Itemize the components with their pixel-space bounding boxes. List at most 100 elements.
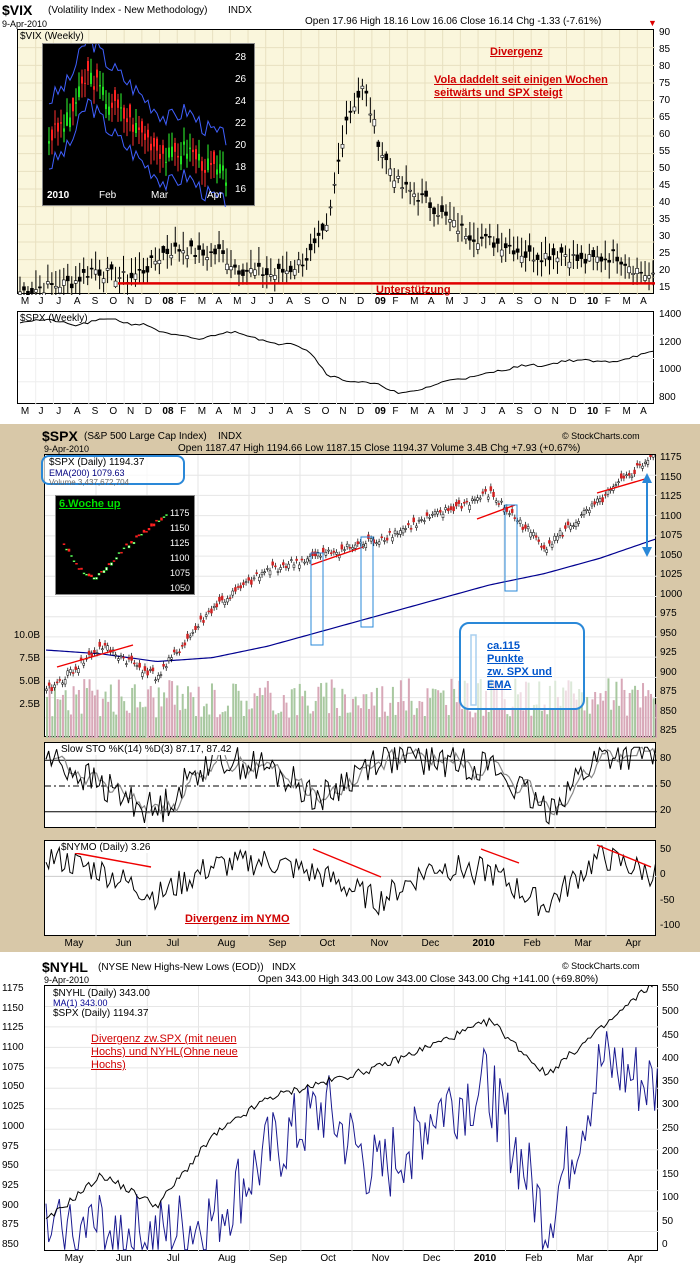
vix-candle bbox=[507, 244, 512, 247]
vix-candle bbox=[77, 276, 82, 282]
vix-inset-candle bbox=[87, 61, 89, 71]
spx-inset-candle bbox=[150, 523, 153, 527]
volume-bar bbox=[378, 717, 381, 738]
volume-bar bbox=[445, 704, 448, 738]
vix-inset-candle bbox=[219, 164, 221, 174]
spx-inset-candle bbox=[95, 577, 98, 580]
volume-bar bbox=[248, 709, 251, 738]
spx-candle bbox=[178, 651, 181, 653]
spx-candle bbox=[375, 542, 378, 544]
spx-x-tick: Oct bbox=[319, 938, 336, 949]
volume-bar bbox=[274, 714, 277, 738]
volume-tick: 5.0B bbox=[19, 676, 40, 687]
volume-bar bbox=[532, 704, 535, 738]
nyhl-spx-line bbox=[45, 986, 653, 1219]
volume-bar bbox=[620, 678, 623, 738]
vix-candle bbox=[300, 264, 305, 267]
nyhl-left-axis: 1175 1150 1125 1100 1075 1050 1025 1000 975 950 92… bbox=[0, 983, 42, 1251]
vix-candle bbox=[137, 269, 142, 271]
spx-inset-candle bbox=[132, 542, 136, 545]
spx-candle bbox=[335, 551, 338, 555]
volume-bar bbox=[125, 710, 128, 738]
spx-inset-candle bbox=[122, 547, 126, 550]
spx-candle bbox=[465, 500, 469, 503]
nyhl-left-tick: 900 bbox=[2, 1199, 19, 1211]
spx-candle bbox=[593, 501, 596, 505]
vix-candle bbox=[241, 269, 245, 276]
vix-candle bbox=[145, 266, 150, 273]
spx-candle bbox=[396, 533, 399, 536]
vix-inset-candle bbox=[225, 182, 227, 186]
vix-candle bbox=[213, 248, 217, 255]
spx-candle bbox=[601, 497, 604, 503]
volume-bar bbox=[131, 687, 134, 738]
volume-bar bbox=[580, 692, 583, 738]
spx-candle bbox=[290, 559, 293, 561]
spx-candle bbox=[157, 675, 160, 680]
vix-candle bbox=[376, 141, 381, 147]
spx-candle bbox=[127, 657, 131, 660]
vix-candle bbox=[647, 275, 651, 279]
vix-candle bbox=[484, 233, 488, 237]
volume-bar bbox=[272, 710, 275, 738]
spx-candle bbox=[306, 558, 309, 563]
spx-candle bbox=[117, 658, 120, 661]
spx-candle bbox=[409, 527, 413, 530]
spx-candle bbox=[329, 552, 333, 554]
volume-bar bbox=[61, 694, 64, 738]
vix-candle bbox=[352, 106, 357, 112]
volume-bar bbox=[216, 717, 219, 738]
vix-candle bbox=[615, 256, 619, 262]
vix-candle bbox=[491, 242, 496, 248]
nyhl-x-tick: 2010 bbox=[473, 1253, 497, 1264]
vix-candle bbox=[197, 245, 201, 250]
spxw-x-tick: D bbox=[569, 406, 577, 417]
spx-candle bbox=[513, 517, 517, 519]
spx-candle bbox=[53, 684, 56, 688]
nyhl-legend-spx: $SPX (Daily) 1194.37 bbox=[53, 1008, 149, 1019]
vix-y-tick: 35 bbox=[659, 214, 671, 225]
vix-candle bbox=[129, 272, 134, 279]
volume-bar bbox=[575, 699, 578, 738]
spx-inset-candle bbox=[92, 577, 96, 580]
vix-exchange: INDX bbox=[228, 5, 252, 16]
nyhl-x-tick: Feb bbox=[525, 1253, 543, 1264]
spx-candle bbox=[260, 572, 264, 576]
vix-candle bbox=[595, 256, 600, 263]
volume-bar bbox=[325, 682, 328, 738]
spx-watermark: © StockCharts.com bbox=[562, 431, 640, 441]
volume-bar bbox=[144, 706, 147, 738]
volume-bar bbox=[77, 689, 80, 738]
sto-label: Slow STO %K(14) %D(3) 87.17, 87.42 bbox=[61, 744, 232, 755]
vix-candle bbox=[34, 289, 38, 293]
vix-candle bbox=[161, 246, 166, 253]
vix-candle bbox=[280, 268, 285, 273]
vix-y-tick: 40 bbox=[659, 197, 671, 208]
vix-candle bbox=[360, 85, 365, 89]
vix-candle bbox=[93, 269, 98, 275]
vix-x-tick: F bbox=[604, 296, 611, 307]
volume-bar bbox=[232, 683, 235, 738]
spx-candle bbox=[622, 475, 626, 479]
volume-bar bbox=[171, 681, 174, 738]
volume-bar bbox=[237, 690, 240, 738]
vix-candle bbox=[157, 260, 162, 264]
spxw-x-axis: M J J A S O N D 08 F M A M J J A S O N D 09 F M A M J J A S O N D 10 F M A bbox=[17, 406, 654, 418]
volume-bar bbox=[482, 715, 485, 738]
vix-inset-candle bbox=[132, 124, 134, 132]
spx-candle bbox=[364, 543, 368, 548]
spx-candle bbox=[234, 587, 237, 592]
vix-candle bbox=[61, 279, 66, 286]
vix-x-tick: D bbox=[569, 296, 577, 307]
spx-candle bbox=[553, 535, 556, 541]
vix-y-tick: 85 bbox=[659, 44, 671, 55]
spx-candle bbox=[345, 543, 349, 547]
nyhl-right-tick: 200 bbox=[662, 1145, 679, 1157]
spx-inset-candle bbox=[105, 567, 108, 571]
volume-bar bbox=[535, 704, 538, 738]
vix-inset-candle bbox=[48, 141, 50, 144]
volume-bar bbox=[365, 694, 368, 738]
volume-bar bbox=[205, 703, 208, 738]
vix-candle bbox=[133, 273, 138, 280]
spx-candle bbox=[399, 530, 402, 535]
